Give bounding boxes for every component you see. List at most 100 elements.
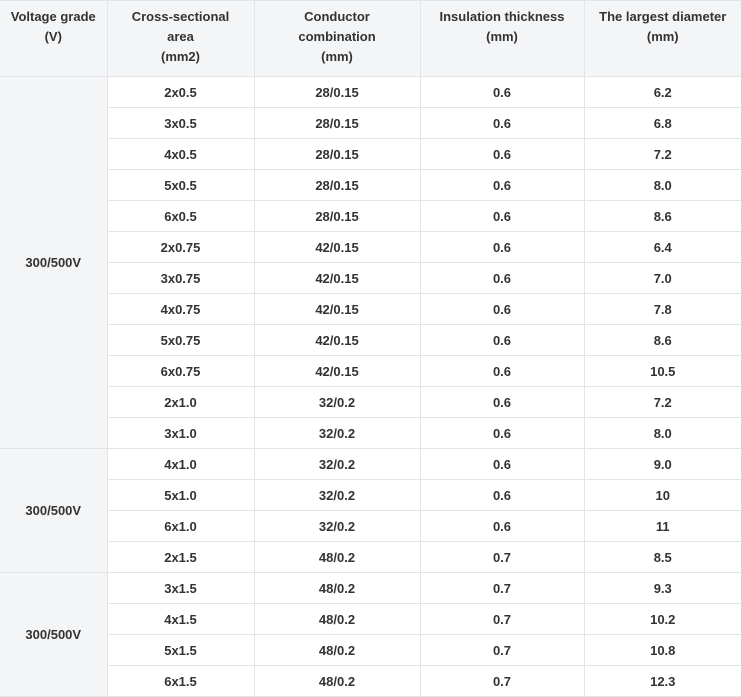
table-cell: 6x1.5	[107, 666, 254, 697]
table-cell: 6.4	[584, 232, 741, 263]
table-cell: 42/0.15	[254, 325, 420, 356]
table-cell: 6x0.75	[107, 356, 254, 387]
header-line: (mm)	[585, 27, 741, 47]
voltage-cell: 300/500V	[0, 449, 107, 573]
table-cell: 28/0.15	[254, 108, 420, 139]
table-cell: 0.6	[420, 108, 584, 139]
table-cell: 6x1.0	[107, 511, 254, 542]
header-cell: The largest diameter(mm)	[584, 1, 741, 77]
voltage-cell: 300/500V	[0, 573, 107, 697]
table-cell: 9.0	[584, 449, 741, 480]
table-cell: 4x1.0	[107, 449, 254, 480]
table-cell: 8.0	[584, 170, 741, 201]
table-cell: 2x0.5	[107, 77, 254, 108]
table-cell: 0.6	[420, 511, 584, 542]
table-cell: 6.8	[584, 108, 741, 139]
table-cell: 4x1.5	[107, 604, 254, 635]
table-cell: 0.7	[420, 666, 584, 697]
table-cell: 0.6	[420, 139, 584, 170]
table-cell: 28/0.15	[254, 201, 420, 232]
table-cell: 48/0.2	[254, 635, 420, 666]
header-line: Conductor	[255, 7, 420, 27]
table-cell: 6.2	[584, 77, 741, 108]
table-cell: 0.6	[420, 201, 584, 232]
table-cell: 0.6	[420, 418, 584, 449]
table-cell: 8.6	[584, 325, 741, 356]
table-cell: 3x0.5	[107, 108, 254, 139]
table-cell: 2x1.5	[107, 542, 254, 573]
table-cell: 7.8	[584, 294, 741, 325]
table-cell: 3x1.0	[107, 418, 254, 449]
voltage-cell: 300/500V	[0, 77, 107, 449]
table-cell: 3x1.5	[107, 573, 254, 604]
table-cell: 0.7	[420, 542, 584, 573]
table-cell: 10.8	[584, 635, 741, 666]
table-cell: 48/0.2	[254, 573, 420, 604]
header-line: area	[108, 27, 254, 47]
table-cell: 5x1.5	[107, 635, 254, 666]
table-cell: 7.2	[584, 139, 741, 170]
table-cell: 32/0.2	[254, 449, 420, 480]
table-cell: 8.0	[584, 418, 741, 449]
table-cell: 10.2	[584, 604, 741, 635]
table-cell: 5x0.5	[107, 170, 254, 201]
table-cell: 48/0.2	[254, 542, 420, 573]
table-cell: 48/0.2	[254, 666, 420, 697]
table-cell: 8.5	[584, 542, 741, 573]
table-cell: 2x0.75	[107, 232, 254, 263]
table-cell: 5x1.0	[107, 480, 254, 511]
header-line: (V)	[0, 27, 107, 47]
table-cell: 0.6	[420, 449, 584, 480]
table-cell: 0.6	[420, 356, 584, 387]
header-line: (mm)	[255, 47, 420, 67]
table-cell: 4x0.5	[107, 139, 254, 170]
table-cell: 0.6	[420, 232, 584, 263]
table-cell: 4x0.75	[107, 294, 254, 325]
table-cell: 10.5	[584, 356, 741, 387]
header-cell: Insulation thickness(mm)	[420, 1, 584, 77]
table-cell: 11	[584, 511, 741, 542]
header-line: (mm2)	[108, 47, 254, 67]
table-cell: 28/0.15	[254, 170, 420, 201]
table-cell: 10	[584, 480, 741, 511]
table-cell: 0.6	[420, 294, 584, 325]
header-line: combination	[255, 27, 420, 47]
table-cell: 6x0.5	[107, 201, 254, 232]
table-cell: 28/0.15	[254, 77, 420, 108]
header-line: The largest diameter	[585, 7, 741, 27]
table-cell: 0.6	[420, 480, 584, 511]
table-cell: 42/0.15	[254, 356, 420, 387]
table-cell: 5x0.75	[107, 325, 254, 356]
table-cell: 32/0.2	[254, 387, 420, 418]
table-cell: 42/0.15	[254, 294, 420, 325]
table-cell: 48/0.2	[254, 604, 420, 635]
table-cell: 0.6	[420, 77, 584, 108]
table-cell: 0.7	[420, 604, 584, 635]
table-cell: 2x1.0	[107, 387, 254, 418]
header-line: Insulation thickness	[421, 7, 584, 27]
header-line: Voltage grade	[0, 7, 107, 27]
table-cell: 32/0.2	[254, 480, 420, 511]
